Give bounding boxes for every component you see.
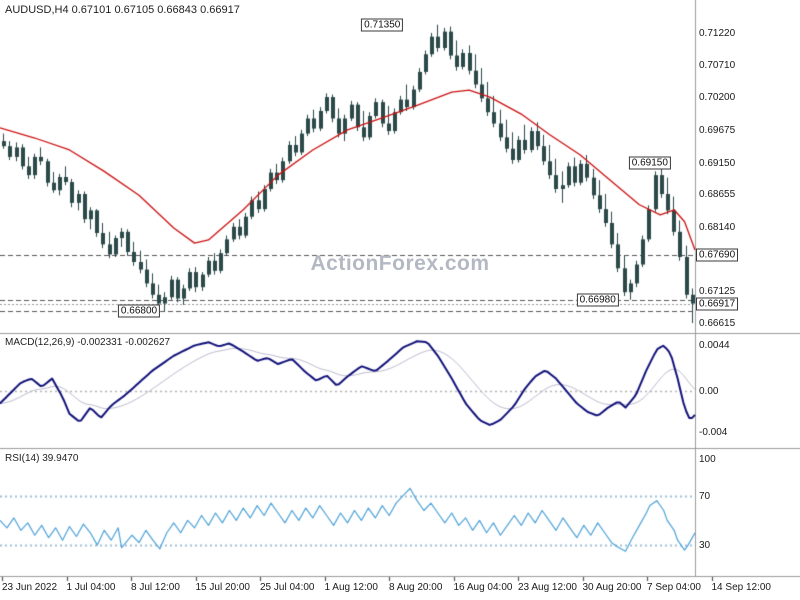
chart-window: AUDUSD,H4 0.67101 0.67105 0.66843 0.6691…: [0, 0, 800, 600]
chart-canvas[interactable]: [0, 0, 800, 600]
